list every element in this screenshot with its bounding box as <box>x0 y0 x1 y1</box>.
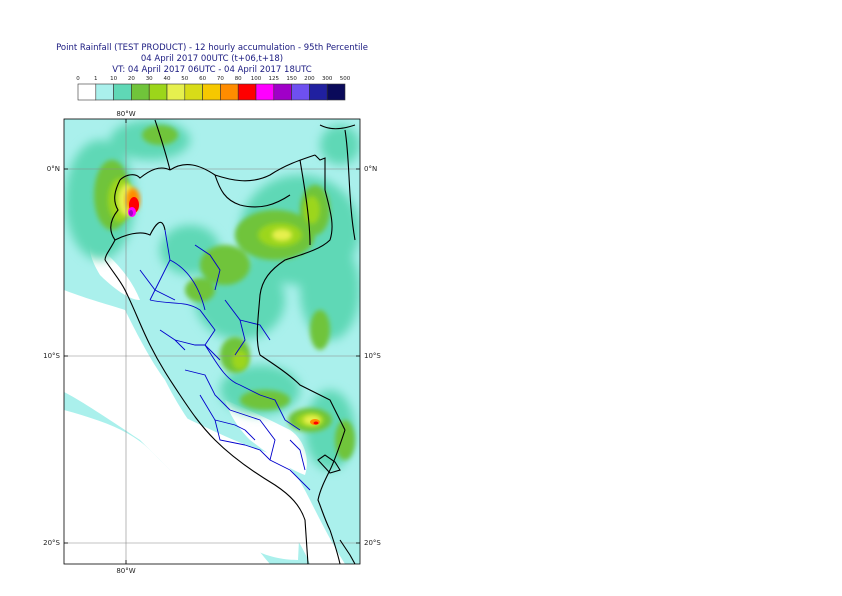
rain-core <box>126 188 320 425</box>
region-boundaries <box>139 229 311 491</box>
title-line-2: 04 April 2017 00UTC (t+06,t+18) <box>140 54 284 64</box>
legend-tick-label: 40 <box>164 76 171 82</box>
lat-label-left-1: 10°S <box>43 352 60 360</box>
legend-tick-label: 200 <box>304 76 315 82</box>
legend-tick-label: 300 <box>322 76 333 82</box>
legend-tick-label: 125 <box>269 76 280 82</box>
legend-tick-label: 50 <box>181 76 188 82</box>
lat-label-right-1: 10°S <box>364 352 381 360</box>
legend-swatch <box>326 83 346 101</box>
lat-label-right-0: 0°N <box>364 165 377 173</box>
title-line-3: VT: 04 April 2017 06UTC - 04 April 2017 … <box>112 65 312 75</box>
legend-tick-label: 0 <box>76 76 80 82</box>
title-line-1: Point Rainfall (TEST PRODUCT) - 12 hourl… <box>56 43 368 53</box>
legend-tick-label: 100 <box>251 76 262 82</box>
legend-tick-label: 150 <box>286 76 297 82</box>
legend-tick-label: 500 <box>340 76 351 82</box>
lon-label-top: 80°W <box>116 110 135 118</box>
legend-tick-label: 80 <box>235 76 242 82</box>
legend-tick-label: 10 <box>110 76 117 82</box>
map-frame <box>63 118 361 565</box>
legend-tick-label: 20 <box>128 76 135 82</box>
legend-tick-label: 1 <box>94 76 98 82</box>
lat-label-left-0: 0°N <box>47 165 60 173</box>
legend-tick-label: 70 <box>217 76 224 82</box>
legend-tick-label: 60 <box>199 76 206 82</box>
legend-tick-label: 30 <box>146 76 153 82</box>
dry-areas <box>64 240 345 564</box>
color-legend: 0 1 10 20 30 40 50 60 70 80 100 125 150 200 300 500 <box>76 76 351 101</box>
country-borders <box>104 119 356 564</box>
lon-label-bottom: 80°W <box>116 567 135 575</box>
lat-label-right-2: 20°S <box>364 539 381 547</box>
lat-label-left-2: 20°S <box>43 539 60 547</box>
